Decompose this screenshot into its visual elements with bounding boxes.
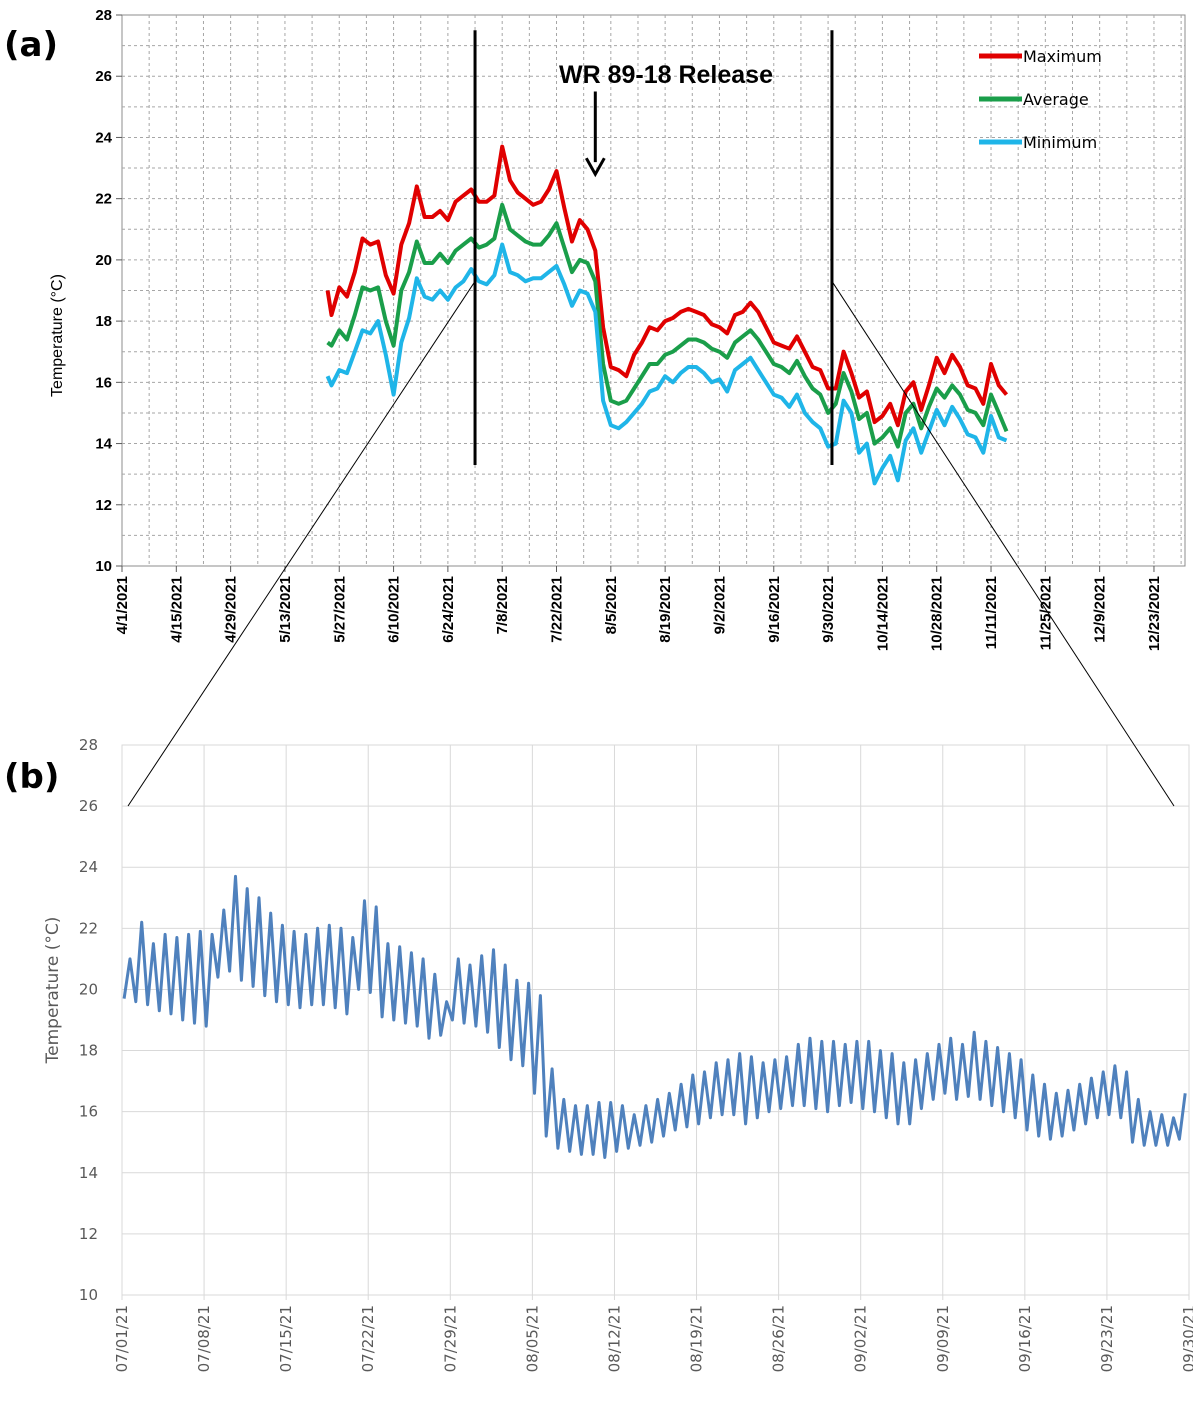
panel-b-chart: 10 12 14 16 18 20 22 24 26 28 07/01/21 07/08/21 07/1… xyxy=(4,736,1193,1372)
panel-a-y-axis-label: Temperature (°C) xyxy=(49,274,66,397)
panel-b-y-tick-label: 28 xyxy=(79,736,98,754)
panel-a-x-tick-label: 10/28/2021 xyxy=(929,576,946,651)
panel-b-x-tick-label: 08/26/21 xyxy=(770,1305,788,1372)
legend-label-maximum: Maximum xyxy=(1023,47,1102,66)
panel-a-legend: Maximum Average Minimum xyxy=(979,47,1102,152)
panel-b-y-tick-label: 16 xyxy=(79,1103,98,1121)
legend-label-minimum: Minimum xyxy=(1023,133,1097,152)
panel-a-x-tick-label: 12/9/2021 xyxy=(1092,576,1109,643)
panel-a-x-tick-label: 9/16/2021 xyxy=(766,576,783,643)
series-line-maximum xyxy=(325,144,1009,428)
panel-b-y-tick-label: 10 xyxy=(79,1286,98,1304)
panel-a-y-tick-label: 24 xyxy=(95,129,112,146)
panel-b-x-tick-label: 09/09/21 xyxy=(934,1305,952,1372)
legend-label-average: Average xyxy=(1023,90,1089,109)
panel-a-y-tick-label: 16 xyxy=(95,374,112,391)
panel-a-y-tick-label: 12 xyxy=(95,497,112,514)
panel-b-x-tick-label: 08/19/21 xyxy=(688,1305,706,1372)
panel-a-y-tick-label: 20 xyxy=(95,252,112,269)
panel-a-x-tick-label: 4/15/2021 xyxy=(168,576,185,643)
panel-b-y-tick-label: 14 xyxy=(79,1164,98,1182)
panel-a-x-tick-label: 9/2/2021 xyxy=(711,576,728,634)
series-line-minimum xyxy=(325,242,1008,486)
panel-b-y-tick-label: 18 xyxy=(79,1042,98,1060)
panel-a-y-tick-label: 10 xyxy=(95,558,112,575)
panel-b-x-tick-label: 09/30/21 xyxy=(1180,1305,1193,1372)
panel-a-x-tick-label: 6/24/2021 xyxy=(440,576,457,643)
panel-b-y-tick-label: 24 xyxy=(79,858,98,876)
panel-a-y-tick-label: 28 xyxy=(95,7,112,24)
panel-a-y-tick-label: 26 xyxy=(95,68,112,85)
panel-a-y-tick-label: 14 xyxy=(95,436,112,453)
panel-a-chart: 10 12 14 16 18 20 22 24 26 28 4/1/2021 4/15/2021 4/2… xyxy=(4,7,1186,651)
panel-a-x-tick-label: 6/10/2021 xyxy=(386,576,403,643)
panel-b-y-tick-label: 26 xyxy=(79,797,98,815)
panel-b-x-tick-label: 07/29/21 xyxy=(441,1305,459,1372)
panel-b-y-tick-label: 20 xyxy=(79,980,98,998)
panel-a-x-tick-label: 5/27/2021 xyxy=(331,576,348,643)
panel-a-x-tick-label: 11/11/2021 xyxy=(983,576,1000,649)
panel-a-y-tick-label: 18 xyxy=(95,313,112,330)
panel-b-y-axis-label: Temperature (°C) xyxy=(43,917,63,1065)
zoom-line-left xyxy=(127,281,476,807)
panel-b-x-tick-label: 08/12/21 xyxy=(605,1305,623,1372)
panel-a-label: (a) xyxy=(4,25,58,65)
panel-a-x-tick-label: 8/19/2021 xyxy=(657,576,674,643)
panel-b-x-tick-label: 09/23/21 xyxy=(1098,1305,1116,1372)
panel-b-x-tick-label: 09/16/21 xyxy=(1016,1305,1034,1372)
panel-a-x-tick-label: 5/13/2021 xyxy=(277,576,294,643)
panel-a-x-tick-label: 7/22/2021 xyxy=(549,576,566,643)
panel-a-x-tick-label: 8/5/2021 xyxy=(603,576,620,634)
panel-b-x-tick-label: 07/08/21 xyxy=(195,1305,213,1372)
panel-a-plot-area xyxy=(121,14,1186,567)
panel-a-x-tick-label: 4/1/2021 xyxy=(114,576,131,634)
panel-b-x-tick-label: 07/15/21 xyxy=(277,1305,295,1372)
panel-a-x-tick-label: 4/29/2021 xyxy=(223,576,240,643)
zoom-connector-lines xyxy=(127,281,1175,807)
panel-b-y-tick-label: 22 xyxy=(79,919,98,937)
release-arrow-head xyxy=(584,157,606,178)
panel-a-x-tick-label: 12/23/2021 xyxy=(1146,576,1163,651)
panel-b-temperature-line xyxy=(122,874,1187,1159)
panel-b-x-tick-label: 07/01/21 xyxy=(113,1305,131,1372)
series-line-average xyxy=(326,202,1009,449)
panel-b-label: (b) xyxy=(4,757,59,797)
panel-b-y-tick-label: 12 xyxy=(79,1225,98,1243)
release-annotation-label: WR 89-18 Release xyxy=(559,61,773,89)
panel-a-y-tick-label: 22 xyxy=(95,191,112,208)
panel-b-plot-area xyxy=(121,744,1190,1296)
panel-b-x-tick-label: 07/22/21 xyxy=(359,1305,377,1372)
panel-b-x-tick-label: 09/02/21 xyxy=(852,1305,870,1372)
panel-a-x-tick-label: 10/14/2021 xyxy=(874,576,891,651)
panel-a-x-tick-label: 11/25/2021 xyxy=(1037,576,1054,650)
panel-b-x-tick-label: 08/05/21 xyxy=(523,1305,541,1372)
zoom-line-right xyxy=(831,281,1175,807)
panel-a-x-tick-label: 9/30/2021 xyxy=(820,576,837,643)
panel-a-x-tick-label: 7/8/2021 xyxy=(494,576,511,634)
